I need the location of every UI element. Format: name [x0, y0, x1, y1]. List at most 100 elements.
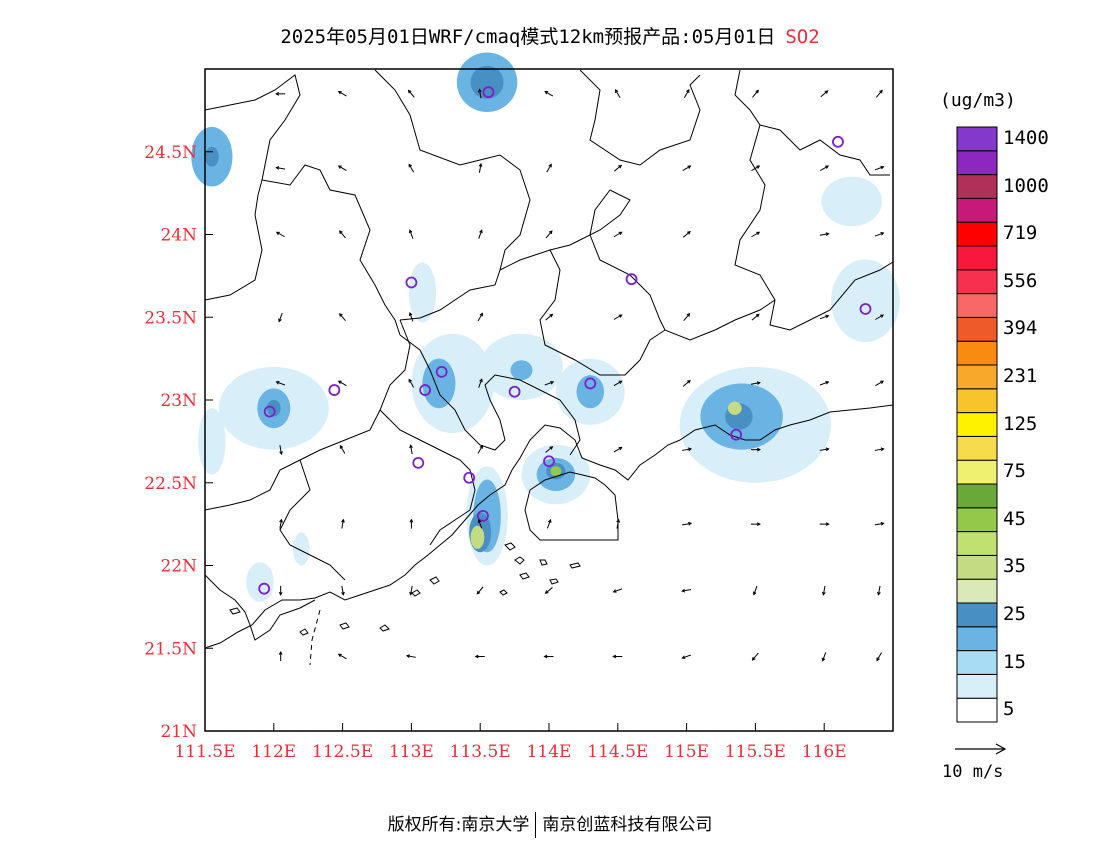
legend-color-box: [956, 554, 998, 580]
station-marker: [832, 135, 844, 148]
station-marker: [328, 384, 341, 396]
wind-arrow: [819, 314, 830, 320]
wind-arrow: [612, 588, 623, 593]
station-markers: [258, 86, 872, 595]
wind-arrow: [477, 444, 483, 454]
concentration-patch: [408, 262, 437, 323]
legend-color-box: [956, 174, 998, 199]
wind-arrow: [337, 380, 347, 387]
wind-arrow: [613, 314, 623, 320]
wind-arrow: [613, 380, 623, 387]
x-tick-label: 113.5E: [450, 742, 511, 762]
boundary-line: [204, 574, 316, 641]
wind-arrow: [819, 522, 830, 527]
wind-arrow: [545, 313, 554, 321]
legend-label: 15: [1003, 650, 1026, 673]
concentration-patch: [205, 146, 219, 167]
legend-color-box: [956, 531, 998, 556]
legend-label: 1000: [1003, 174, 1049, 197]
wind-arrow: [477, 518, 483, 529]
station-marker: [258, 582, 271, 595]
wind-arrow: [339, 444, 346, 454]
wind-arrow: [750, 522, 761, 527]
boundary-line: [279, 459, 346, 581]
wind-reference-arrow: [955, 743, 1007, 755]
wind-arrow: [614, 164, 623, 172]
legend-label: 1400: [1003, 126, 1049, 149]
boundary-line: [204, 179, 263, 301]
legend-label: 75: [1003, 460, 1026, 483]
legend-color-box: [956, 245, 998, 271]
y-tick-label: 24.5N: [144, 143, 197, 163]
y-tick-label: 22N: [160, 557, 197, 577]
concentration-patch: [198, 408, 226, 475]
wind-arrow: [546, 518, 552, 529]
boundary-line: [399, 334, 581, 456]
wind-arrow: [682, 230, 691, 238]
wind-arrow: [612, 654, 623, 659]
boundary-line: [549, 189, 666, 331]
station-marker: [477, 509, 489, 522]
station-marker: [625, 273, 638, 286]
legend-color-box: [956, 293, 998, 318]
legend-label: 556: [1003, 269, 1038, 292]
concentration-patch: [550, 466, 562, 477]
wind-arrow: [819, 447, 830, 452]
wind-arrow: [478, 229, 483, 239]
x-axis: 111.5E 112E 112.5E 113E 113.5E 114E 114.5E 115E…: [174, 723, 847, 762]
station-marker: [859, 303, 872, 315]
wind-arrow: [478, 378, 483, 388]
legend-label: 394: [1003, 317, 1038, 340]
station-marker: [435, 365, 448, 378]
wind-arrow: [874, 232, 885, 237]
station-marker: [482, 86, 495, 99]
wind-arrow: [683, 313, 691, 322]
boundary-line: [524, 471, 619, 541]
x-tick-label: 114.5E: [587, 742, 648, 762]
footer-separator: [535, 812, 537, 838]
map-title: 2025年05月01日WRF/cmaq模式12km预报产品:05月01日 SO2: [0, 22, 1100, 49]
wind-arrow: [874, 447, 885, 452]
wind-arrow: [820, 90, 829, 98]
x-tick-label: 115.5E: [725, 742, 786, 762]
wind-arrow: [752, 585, 758, 596]
wind-arrow: [682, 447, 693, 452]
station-marker: [584, 377, 597, 390]
wind-arrow: [875, 89, 883, 98]
wind-arrow: [474, 654, 485, 659]
wind-arrow: [279, 445, 283, 456]
y-axis: 24.5N 24N 23.5N 23N 22.5N 22N 21.5N 21N: [144, 143, 213, 742]
wind-arrow: [337, 653, 347, 660]
wind-arrow: [408, 378, 415, 388]
wind-arrow: [544, 380, 555, 386]
legend-color-box: [956, 507, 998, 533]
wind-arrow: [681, 588, 692, 593]
wind-arrow: [545, 446, 554, 453]
wind-arrow: [278, 650, 283, 662]
boundary-line: [374, 69, 531, 321]
wind-arrow: [683, 89, 690, 98]
wind-arrow: [337, 91, 347, 97]
wind-arrow: [751, 231, 761, 238]
station-marker: [463, 471, 476, 484]
wind-arrow: [339, 313, 346, 322]
legend-color-box: [956, 435, 998, 461]
wind-arrow: [337, 165, 347, 171]
legend-color-box: [956, 459, 998, 485]
legend-color-box: [956, 697, 998, 723]
wind-arrow: [275, 91, 286, 96]
footer-left: 版权所有:南京大学: [387, 815, 530, 835]
wind-arrow: [275, 380, 286, 386]
wind-arrow: [477, 88, 482, 99]
wind-arrow: [751, 652, 759, 661]
province-boundaries: [204, 69, 894, 666]
wind-arrow: [821, 585, 826, 596]
legend-color-box: [956, 650, 998, 675]
wind-arrow: [275, 166, 286, 170]
copyright-footer: 版权所有:南京大学 南京创蓝科技有限公司: [0, 810, 1100, 838]
color-legend: [956, 126, 998, 723]
y-tick-label: 24N: [160, 226, 197, 246]
boundary-line: [734, 69, 890, 176]
x-tick-label: 115E: [664, 742, 709, 762]
wind-arrow: [409, 518, 414, 529]
